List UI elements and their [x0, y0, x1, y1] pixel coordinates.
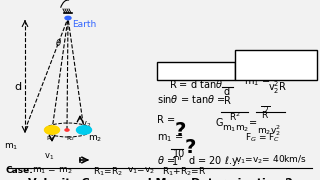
Text: R =: R =: [157, 115, 175, 125]
Text: R$_1$+R$_2$=R: R$_1$+R$_2$=R: [162, 166, 206, 179]
Text: R$^2$: R$^2$: [229, 111, 241, 123]
Text: ?: ?: [185, 138, 196, 157]
Text: G: G: [215, 118, 222, 128]
Text: d = 20 $\ell$.y.: d = 20 $\ell$.y.: [188, 154, 241, 168]
Circle shape: [44, 126, 60, 134]
Text: m$_2$: m$_2$: [88, 134, 102, 145]
Circle shape: [76, 126, 92, 134]
Text: Case:: Case:: [5, 166, 33, 175]
Text: 10: 10: [173, 149, 185, 159]
Text: R: R: [224, 96, 231, 106]
Text: 2G: 2G: [274, 63, 288, 73]
Text: m$_1$m$_2$: m$_1$m$_2$: [222, 123, 249, 134]
Text: Velocity Curves and Mass Determination 2: Velocity Curves and Mass Determination 2: [28, 178, 292, 180]
Text: $\theta$ =: $\theta$ =: [157, 154, 175, 166]
Text: $\theta$: $\theta$: [55, 37, 62, 48]
Circle shape: [65, 129, 69, 131]
Text: v$_2^2$R: v$_2^2$R: [268, 79, 287, 96]
Text: v$_1$=v$_2$= 40km/s: v$_1$=v$_2$= 40km/s: [235, 154, 307, 166]
Text: v$_2$: v$_2$: [81, 119, 91, 129]
FancyBboxPatch shape: [235, 50, 317, 80]
Text: 2: 2: [263, 106, 268, 115]
Text: F$_G$ = F$_C$: F$_G$ = F$_C$: [245, 132, 280, 145]
Text: v$_1$: v$_1$: [44, 152, 54, 163]
Text: m$_2$v$_2^2$: m$_2$v$_2^2$: [257, 123, 281, 138]
Text: Earth: Earth: [72, 20, 96, 29]
Text: m$_1$: m$_1$: [4, 141, 18, 152]
Text: R: R: [261, 111, 267, 120]
Text: ?: ?: [175, 121, 186, 140]
Text: sin$\theta$ = tan$\theta$ =: sin$\theta$ = tan$\theta$ =: [157, 93, 226, 105]
Text: d: d: [224, 87, 230, 97]
Text: R$_2$: R$_2$: [66, 134, 75, 143]
Text: =: =: [249, 118, 257, 128]
Circle shape: [65, 16, 71, 20]
Text: R = d tan$\theta$: R = d tan$\theta$: [169, 78, 223, 90]
Text: 1": 1": [172, 157, 183, 167]
Text: R$_1$: R$_1$: [46, 134, 55, 143]
Text: m$_1$ =: m$_1$ =: [157, 132, 183, 144]
Text: d: d: [14, 82, 21, 92]
FancyBboxPatch shape: [157, 62, 235, 80]
Text: R$_1$=R$_2$: R$_1$=R$_2$: [93, 166, 123, 179]
Text: m$_1$ = m$_2$: m$_1$ = m$_2$: [32, 166, 73, 177]
Text: v$_1$=v$_2$: v$_1$=v$_2$: [127, 166, 155, 177]
Text: m$_1$ =: m$_1$ =: [244, 76, 270, 88]
